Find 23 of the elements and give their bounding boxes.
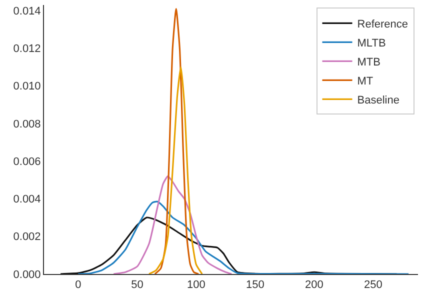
legend-label: MLTB	[357, 37, 386, 50]
x-tick-label: 200	[305, 279, 324, 292]
x-tick-label: 0	[75, 279, 82, 292]
y-tick-label: 0.010	[13, 80, 41, 93]
x-tick-label: 50	[131, 279, 144, 292]
line-series	[148, 66, 203, 274]
x-tick-label: 250	[364, 279, 382, 292]
legend-label: MTB	[357, 56, 380, 68]
y-tick-label: 0.014	[13, 5, 41, 18]
line-series	[154, 8, 200, 274]
line-series	[112, 175, 232, 274]
y-tick-label: 0.002	[13, 231, 41, 244]
y-tick-label: 0.008	[13, 118, 41, 130]
y-tick-label: 0.012	[13, 43, 41, 56]
y-tick-label: 0.004	[13, 194, 41, 206]
x-tick-label: 150	[246, 279, 264, 292]
legend-label: Reference	[357, 18, 408, 30]
y-tick-label: 0.006	[13, 156, 41, 168]
legend-label: Baseline	[357, 94, 400, 106]
legend-label: MT	[357, 75, 374, 88]
y-tick-label: 0.000	[13, 268, 41, 281]
line-series	[77, 200, 410, 274]
x-tick-label: 100	[187, 279, 206, 292]
